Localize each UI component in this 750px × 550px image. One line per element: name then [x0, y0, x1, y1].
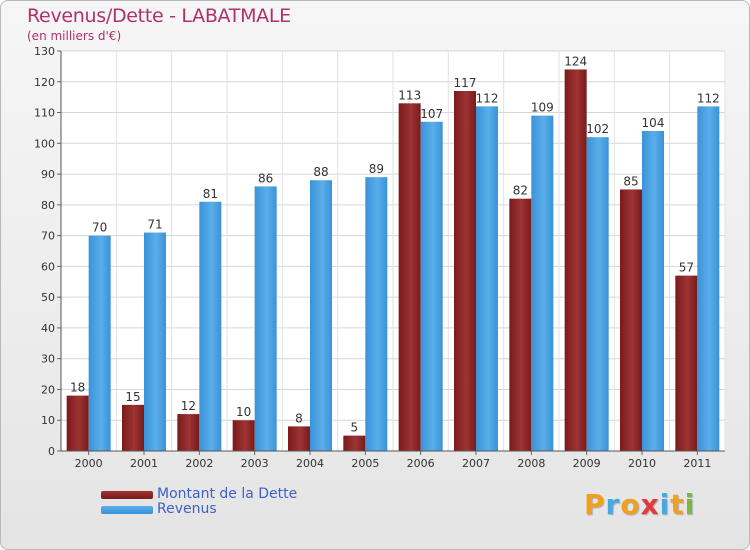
data-label: 88	[313, 165, 328, 179]
bar-dette	[454, 91, 476, 451]
data-label: 10	[236, 405, 251, 419]
y-tick-label: 0	[48, 445, 55, 458]
bar-dette	[675, 275, 698, 451]
data-label: 85	[623, 174, 638, 188]
bar-dette	[122, 404, 144, 451]
bar-dette	[398, 103, 421, 452]
data-label: 12	[181, 399, 196, 413]
bar-revenus	[476, 106, 498, 451]
data-label: 57	[679, 261, 694, 275]
bar-revenus	[642, 131, 664, 451]
bar-dette	[232, 420, 255, 451]
legend-label-revenus: Revenus	[157, 501, 217, 517]
data-label: 109	[531, 101, 554, 115]
data-label: 18	[70, 381, 85, 395]
x-tick-label: 2009	[573, 457, 601, 470]
x-tick-label: 2001	[130, 457, 158, 470]
data-label: 107	[420, 107, 443, 121]
logo-letter: P	[584, 488, 606, 521]
bar-dette	[177, 414, 200, 451]
bar-revenus	[531, 115, 554, 451]
data-label: 86	[258, 171, 273, 185]
bar-revenus	[365, 177, 388, 451]
x-tick-label: 2006	[407, 457, 435, 470]
legend-swatch-dette	[101, 491, 153, 499]
data-label: 70	[92, 221, 107, 235]
bar-revenus	[254, 186, 277, 451]
logo-letter: i	[684, 488, 696, 521]
x-tick-label: 2002	[185, 457, 213, 470]
proxiti-logo: Proxiti	[584, 488, 695, 521]
data-label: 117	[454, 76, 477, 90]
x-tick-label: 2003	[241, 457, 269, 470]
bar-revenus	[697, 106, 720, 451]
logo-letter: t	[670, 488, 685, 521]
bar-dette	[66, 395, 89, 451]
y-tick-label: 100	[34, 137, 55, 150]
y-tick-label: 10	[41, 414, 55, 427]
legend-swatch-revenus	[101, 506, 153, 514]
data-label: 104	[642, 116, 665, 130]
bar-dette	[343, 435, 366, 451]
chart-title: Revenus/Dette - LABATMALE	[27, 5, 291, 27]
y-tick-label: 60	[41, 260, 55, 273]
y-tick-label: 130	[34, 45, 55, 58]
y-tick-label: 110	[34, 107, 55, 120]
data-label: 5	[351, 421, 359, 435]
x-tick-label: 2008	[517, 457, 545, 470]
x-tick-label: 2005	[351, 457, 379, 470]
bar-dette	[288, 426, 310, 451]
y-tick-label: 20	[41, 383, 55, 396]
x-tick-label: 2004	[296, 457, 324, 470]
data-label: 15	[125, 390, 140, 404]
bar-revenus	[310, 180, 332, 451]
x-tick-label: 2010	[628, 457, 656, 470]
y-tick-label: 80	[41, 199, 55, 212]
y-tick-label: 90	[41, 168, 55, 181]
bar-revenus	[586, 137, 609, 451]
logo-letter: o	[620, 488, 641, 521]
x-tick-label: 2000	[75, 457, 103, 470]
data-label: 112	[697, 91, 720, 105]
bar-revenus	[144, 232, 166, 451]
logo-letter: x	[640, 488, 660, 521]
y-tick-label: 120	[34, 76, 55, 89]
y-tick-label: 50	[41, 291, 55, 304]
y-tick-label: 40	[41, 322, 55, 335]
chart-subtitle: (en milliers d'€)	[27, 29, 122, 43]
logo-letter: r	[605, 488, 621, 521]
data-label: 8	[295, 411, 303, 425]
bar-revenus	[420, 121, 443, 452]
data-label: 82	[513, 184, 528, 198]
data-label: 71	[147, 218, 162, 232]
data-label: 113	[398, 88, 421, 102]
legend-label-dette: Montant de la Dette	[157, 486, 298, 502]
bar-dette	[564, 69, 587, 451]
data-label: 124	[564, 54, 587, 68]
bar-dette	[509, 198, 532, 451]
y-tick-label: 30	[41, 353, 55, 366]
bar-dette	[620, 189, 642, 451]
y-tick-label: 70	[41, 230, 55, 243]
data-label: 89	[369, 162, 384, 176]
data-label: 102	[586, 122, 609, 136]
data-label: 112	[476, 91, 499, 105]
bar-revenus	[88, 235, 111, 451]
bar-revenus	[199, 201, 222, 451]
x-tick-label: 2011	[683, 457, 711, 470]
logo-letter: i	[659, 488, 671, 521]
x-tick-label: 2007	[462, 457, 490, 470]
data-label: 81	[203, 187, 218, 201]
